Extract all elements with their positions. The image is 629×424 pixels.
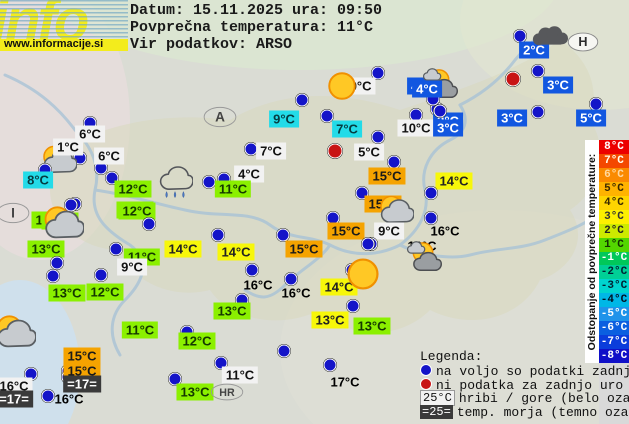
svg-text:H: H — [578, 35, 587, 49]
svg-text:I: I — [11, 206, 15, 221]
svg-text:A: A — [215, 110, 225, 125]
svg-text:HR: HR — [219, 387, 235, 399]
